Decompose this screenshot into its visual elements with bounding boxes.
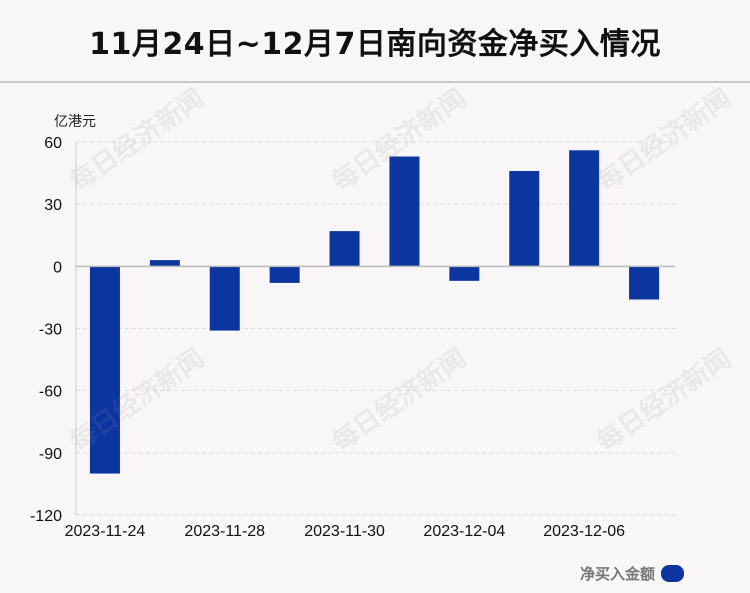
bar-2023-11-24 [89, 266, 120, 474]
y-tick-label: -120 [30, 508, 62, 525]
bar-2023-11-27 [149, 260, 180, 267]
x-tick-label: 2023-11-28 [184, 523, 265, 540]
x-tick-label: 2023-11-30 [304, 523, 385, 540]
y-tick-label: -30 [39, 322, 62, 339]
x-tick-label: 2023-12-04 [423, 523, 505, 540]
bar-2023-12-06 [569, 150, 600, 267]
bar-2023-12-05 [509, 171, 540, 267]
y-tick-label: 60 [44, 135, 62, 152]
y-tick-label: 0 [53, 259, 62, 276]
x-axis-ticks: 2023-11-24 2023-11-28 2023-11-30 2023-12-04… [65, 523, 626, 540]
y-axis-unit-label: 亿港元 [54, 114, 96, 130]
x-tick-label: 2023-11-24 [65, 523, 146, 540]
bars [76, 150, 675, 474]
bar-2023-12-01 [389, 156, 420, 267]
header-divider [0, 81, 750, 83]
y-tick-label: 30 [44, 197, 62, 214]
chart-title: 11月24日~12月7日南向资金净买入情况 [89, 26, 661, 62]
bar-2023-11-30 [329, 231, 360, 267]
y-tick-label: -60 [39, 384, 62, 401]
chart-legend: 净买入金额 [580, 563, 684, 584]
chart-header: 11月24日~12月7日南向资金净买入情况 [0, 0, 750, 81]
bar-2023-11-28 [209, 266, 240, 331]
y-tick-label: -90 [39, 446, 62, 463]
bar-2023-12-04 [449, 266, 480, 281]
y-axis-ticks: 60 30 0 -30 -60 -90 -120 [30, 135, 62, 525]
bar-2023-11-29 [269, 266, 300, 283]
bar-2023-12-07 [629, 266, 660, 300]
legend-swatch [661, 565, 684, 582]
x-tick-label: 2023-12-06 [543, 523, 625, 540]
legend-label: 净买入金额 [579, 565, 655, 583]
